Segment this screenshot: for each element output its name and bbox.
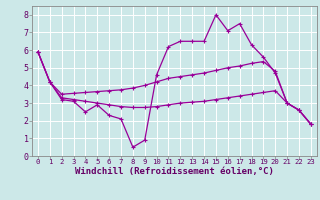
X-axis label: Windchill (Refroidissement éolien,°C): Windchill (Refroidissement éolien,°C) [75, 167, 274, 176]
